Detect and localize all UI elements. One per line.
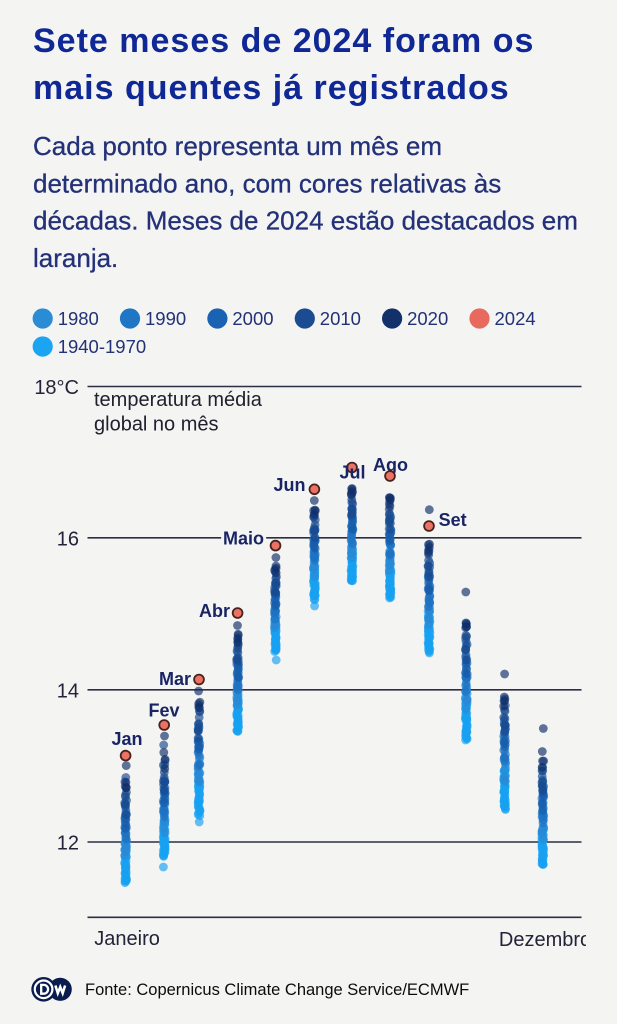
svg-text:16: 16 xyxy=(57,528,79,550)
svg-text:Fev: Fev xyxy=(148,701,179,721)
svg-text:2010: 2010 xyxy=(320,308,361,329)
svg-text:Set: Set xyxy=(439,510,467,530)
svg-text:1940-1970: 1940-1970 xyxy=(58,336,146,357)
svg-text:1990: 1990 xyxy=(145,308,186,329)
svg-text:Fonte: Copernicus Climate Chan: Fonte: Copernicus Climate Change Service… xyxy=(85,981,469,999)
svg-text:Sete meses de 2024 foram os: Sete meses de 2024 foram os xyxy=(33,22,534,60)
svg-text:determinado ano, com cores rel: determinado ano, com cores relativas às xyxy=(33,168,501,198)
svg-text:Jan: Jan xyxy=(111,729,142,749)
svg-text:Ago: Ago xyxy=(373,455,408,475)
svg-text:Cada ponto representa um mês e: Cada ponto representa um mês em xyxy=(33,131,442,161)
svg-text:12: 12 xyxy=(57,833,79,855)
svg-text:18°C: 18°C xyxy=(34,377,79,399)
svg-text:Maio: Maio xyxy=(223,529,264,549)
svg-text:Dezembro: Dezembro xyxy=(499,929,591,951)
svg-text:temperatura média: temperatura média xyxy=(94,389,263,411)
svg-text:laranja.: laranja. xyxy=(33,243,118,273)
svg-text:décadas. Meses de 2024 estão d: décadas. Meses de 2024 estão destacados … xyxy=(33,206,578,236)
svg-text:2000: 2000 xyxy=(232,308,273,329)
svg-text:2020: 2020 xyxy=(407,308,448,329)
svg-text:Janeiro: Janeiro xyxy=(94,928,160,950)
svg-text:Abr: Abr xyxy=(199,601,230,621)
svg-text:global no mês: global no mês xyxy=(94,414,219,436)
svg-text:14: 14 xyxy=(57,680,79,702)
svg-text:1980: 1980 xyxy=(58,308,99,329)
svg-text:Mar: Mar xyxy=(159,669,191,689)
svg-text:2024: 2024 xyxy=(495,308,536,329)
svg-text:mais quentes já registrados: mais quentes já registrados xyxy=(33,69,510,107)
svg-text:Jun: Jun xyxy=(273,475,305,495)
svg-text:Jul: Jul xyxy=(339,462,365,482)
